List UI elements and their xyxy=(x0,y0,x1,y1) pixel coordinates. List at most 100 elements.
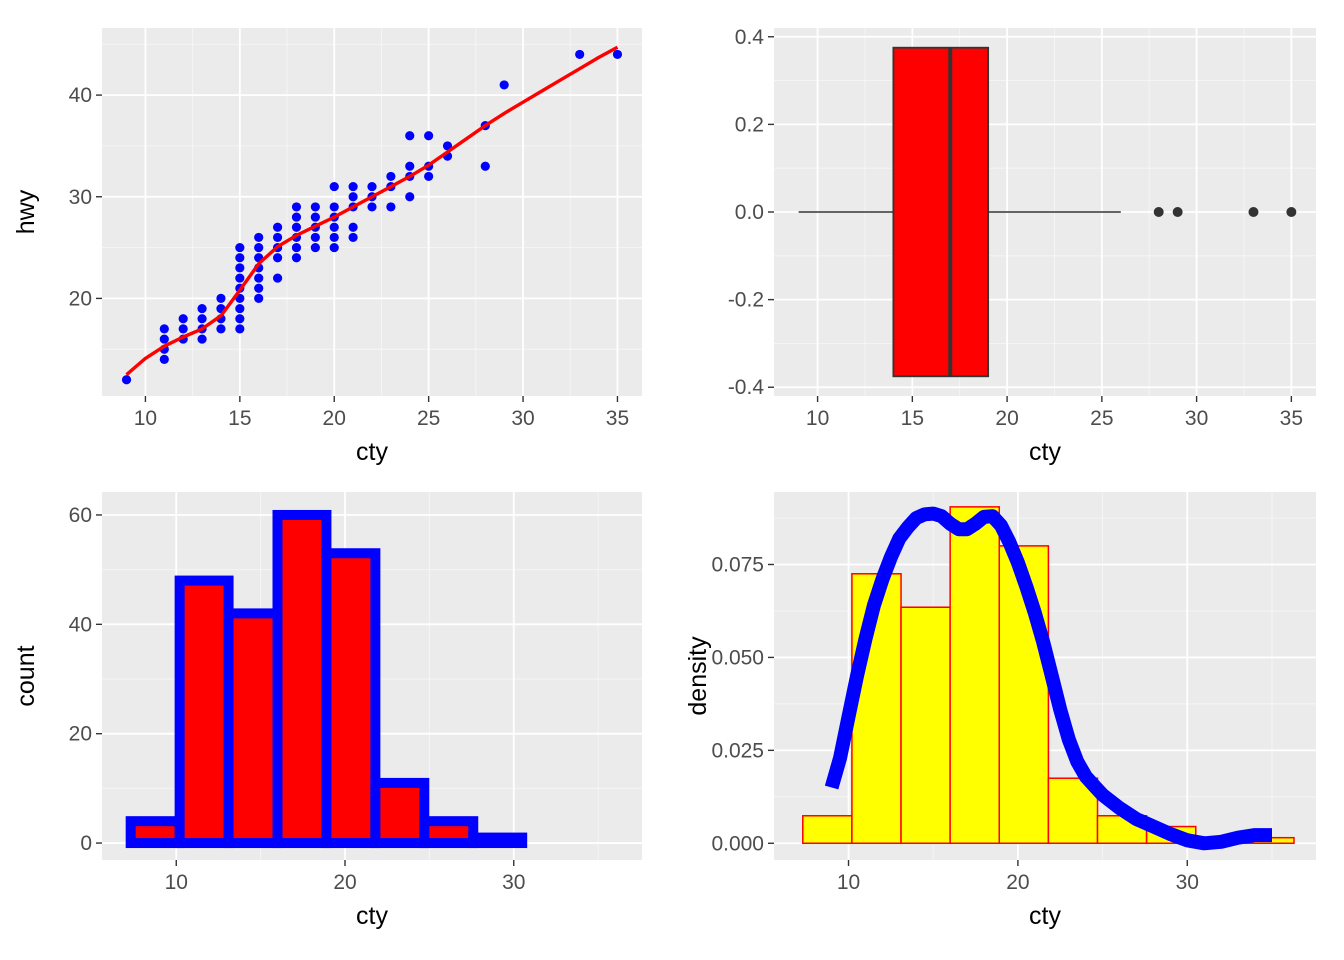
scatter-point xyxy=(405,131,414,140)
scatter-point xyxy=(405,192,414,201)
y-tick-label: 0.075 xyxy=(711,553,764,576)
scatter-point xyxy=(197,314,206,323)
y-axis-title: density xyxy=(684,636,712,716)
scatter-point xyxy=(386,202,395,211)
x-tick-label: 10 xyxy=(806,407,829,430)
scatter-point xyxy=(311,243,320,252)
scatter-point xyxy=(254,294,263,303)
y-tick-label: 40 xyxy=(69,84,92,107)
scatter-point xyxy=(349,223,358,232)
scatter-point xyxy=(179,324,188,333)
scatter-point xyxy=(216,324,225,333)
scatter-point xyxy=(386,172,395,181)
y-tick-label: -0.4 xyxy=(728,376,765,399)
y-tick-label: 20 xyxy=(69,287,92,310)
boxplot-panel: 10 15 20 25 30 35 -0.4 -0.2 0.0 0.2 0.4 cty xyxy=(728,26,1316,466)
y-tick-label: 0.0 xyxy=(735,201,764,224)
scatter-point xyxy=(235,243,244,252)
scatter-point xyxy=(292,253,301,262)
scatter-panel: 10 15 20 25 30 35 20 30 40 cty hwy xyxy=(12,28,642,466)
scatter-point xyxy=(273,233,282,242)
y-tick-label: 40 xyxy=(69,613,92,636)
scatter-point xyxy=(254,233,263,242)
scatter-point xyxy=(330,202,339,211)
scatter-point xyxy=(405,162,414,171)
outlier-point xyxy=(1286,207,1296,217)
histogram-bar xyxy=(375,783,424,843)
scatter-point xyxy=(235,304,244,313)
x-tick-label: 15 xyxy=(901,407,924,430)
y-axis-title: count xyxy=(12,645,40,706)
scatter-point xyxy=(330,223,339,232)
x-tick-label: 25 xyxy=(417,407,440,430)
scatter-point xyxy=(424,172,433,181)
y-tick-label: 60 xyxy=(69,504,92,527)
scatter-point xyxy=(311,202,320,211)
histogram-bar xyxy=(424,821,473,843)
histogram-bar xyxy=(326,553,375,843)
scatter-point xyxy=(254,273,263,282)
scatter-point xyxy=(122,375,131,384)
scatter-point xyxy=(254,243,263,252)
scatter-point xyxy=(311,212,320,221)
scatter-point xyxy=(235,324,244,333)
x-tick-label: 10 xyxy=(134,407,157,430)
scatter-point xyxy=(330,233,339,242)
outlier-point xyxy=(1154,207,1164,217)
x-tick-label: 20 xyxy=(1006,871,1029,894)
scatter-point xyxy=(273,253,282,262)
scatter-point xyxy=(235,314,244,323)
y-tick-label: 0 xyxy=(80,832,92,855)
scatter-point xyxy=(160,355,169,364)
scatter-point xyxy=(197,334,206,343)
x-tick-label: 10 xyxy=(165,871,188,894)
scatter-point xyxy=(160,324,169,333)
scatter-point xyxy=(330,243,339,252)
scatter-point xyxy=(349,192,358,201)
scatter-point xyxy=(349,233,358,242)
scatter-point xyxy=(330,182,339,191)
x-tick-label: 35 xyxy=(606,407,629,430)
histogram-bar xyxy=(229,613,278,843)
scatter-point xyxy=(311,233,320,242)
density-histogram-bar xyxy=(950,507,999,843)
x-tick-label: 20 xyxy=(333,871,356,894)
y-axis-title: hwy xyxy=(12,189,40,234)
scatter-point xyxy=(292,212,301,221)
count-histogram-panel: 10 20 30 0 20 40 60 cty count xyxy=(12,492,642,930)
x-tick-label: 15 xyxy=(228,407,251,430)
x-axis-title: cty xyxy=(1029,902,1061,930)
scatter-point xyxy=(292,202,301,211)
y-tick-label: 0.4 xyxy=(735,26,765,49)
y-tick-label: 20 xyxy=(69,723,92,746)
x-axis-title: cty xyxy=(356,902,388,930)
x-tick-label: 30 xyxy=(511,407,534,430)
scatter-point xyxy=(197,304,206,313)
x-axis-title: cty xyxy=(1029,438,1061,466)
scatter-point xyxy=(179,314,188,323)
density-histogram-panel: 10 20 30 0.000 0.025 0.050 0.075 cty density xyxy=(684,492,1316,930)
box-iqr xyxy=(893,48,988,377)
x-axis-title: cty xyxy=(356,438,388,466)
x-tick-label: 25 xyxy=(1090,407,1113,430)
scatter-point xyxy=(500,80,509,89)
x-tick-label: 20 xyxy=(323,407,346,430)
scatter-point xyxy=(254,284,263,293)
y-tick-label: -0.2 xyxy=(728,289,764,312)
x-tick-label: 30 xyxy=(1176,871,1199,894)
scatter-point xyxy=(292,223,301,232)
scatter-point xyxy=(160,334,169,343)
scatter-point xyxy=(273,223,282,232)
histogram-bar xyxy=(131,821,180,843)
scatter-point xyxy=(367,202,376,211)
histogram-bar xyxy=(180,581,229,843)
scatter-point xyxy=(349,182,358,191)
y-tick-label: 0.025 xyxy=(711,739,764,762)
scatter-point xyxy=(216,294,225,303)
y-tick-label: 0.000 xyxy=(711,832,764,855)
scatter-point xyxy=(424,131,433,140)
scatter-point xyxy=(481,162,490,171)
scatter-point xyxy=(235,273,244,282)
histogram-bar xyxy=(473,838,522,843)
